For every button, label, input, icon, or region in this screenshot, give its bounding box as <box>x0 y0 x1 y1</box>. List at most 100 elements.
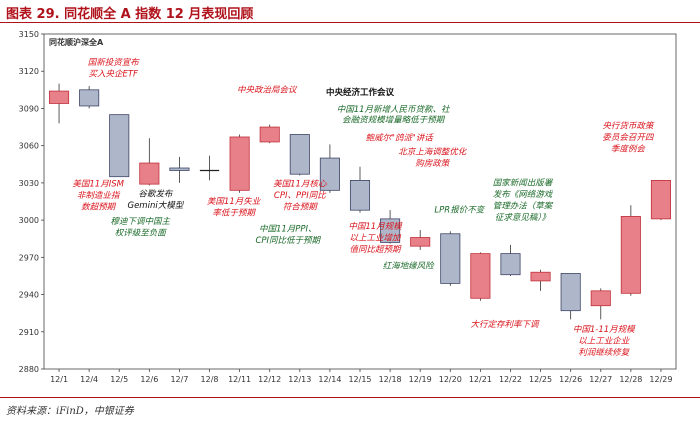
chart-annotation: 美国11月ISM 非制造业指数超预期 <box>72 179 124 213</box>
annotation-line: 非制造业指 <box>77 190 121 201</box>
series-label: 同花顺沪深全A <box>49 37 104 47</box>
annotation-line: 值同比超预期 <box>350 244 403 255</box>
annotation-line: 红海地缘风险 <box>383 261 436 272</box>
annotation-line: 鲍威尔"鸽派"讲话 <box>365 133 434 144</box>
annotation-line: 符合预期 <box>283 202 319 213</box>
annotation-line: 中国1-11月规模 <box>573 324 636 335</box>
annotation-line: 管理办法（草案 <box>493 200 554 211</box>
y-tick-label: 3120 <box>19 67 39 76</box>
candle-body <box>169 167 190 171</box>
chart-annotation: 红海地缘风险 <box>383 261 436 272</box>
annotation-line: 征求意见稿）》 <box>495 212 550 223</box>
annotation-line: 美国11月ISM <box>72 179 124 190</box>
x-tick-label: 12/1 <box>50 375 68 384</box>
chart-annotation: 北京上海调整优化购房政策 <box>398 146 468 169</box>
annotation-line: 央行货币政策 <box>602 120 655 131</box>
candle-body <box>380 218 401 243</box>
chart-annotation: 国新投资宣布买入央企ETF <box>88 57 141 80</box>
candle-body <box>139 162 160 185</box>
candle-body <box>620 215 641 294</box>
candle-body <box>289 134 310 175</box>
annotation-line: 中央政治局会议 <box>237 84 298 95</box>
x-tick-label: 12/7 <box>170 375 188 384</box>
annotation-line: 权评级至负面 <box>115 227 168 238</box>
y-tick-label: 2970 <box>19 253 39 262</box>
y-tick-label: 2940 <box>19 291 39 300</box>
x-tick-label: 12/20 <box>439 375 462 384</box>
x-tick-label: 12/22 <box>499 375 522 384</box>
y-tick-label: 3090 <box>19 104 39 113</box>
annotation-line: 委员会召开四 <box>602 132 655 143</box>
annotation-line: 北京上海调整优化 <box>398 146 468 157</box>
chart-annotation: 美国11月失业率低于预期 <box>207 196 262 219</box>
x-tick-label: 12/28 <box>619 375 642 384</box>
x-tick-label: 12/29 <box>649 375 672 384</box>
candle-body <box>560 273 581 312</box>
figure-title: 图表 29. 同花顺全 A 指数 12 月表现回顾 <box>6 7 254 22</box>
x-tick-label: 12/4 <box>80 375 98 384</box>
candle-body <box>500 253 521 276</box>
y-tick-label: 2910 <box>19 328 39 337</box>
annotation-line: 季度例会 <box>611 143 647 154</box>
candle-body <box>530 271 551 282</box>
annotation-line: 中国11月PPI、 <box>259 223 317 234</box>
x-tick-label: 12/18 <box>379 375 402 384</box>
x-tick-label: 12/13 <box>288 375 311 384</box>
x-tick-label: 12/19 <box>409 375 432 384</box>
candle-body <box>229 136 250 191</box>
annotation-line: LPR报价不变 <box>434 205 485 216</box>
x-tick-label: 12/27 <box>589 375 612 384</box>
chart-annotation: 中国11月新增人民币贷款、社会融资规模增量略低于预期 <box>337 104 451 126</box>
chart-annotation: 中国11月规模以上工业增加值同比超预期 <box>348 221 403 255</box>
annotation-line: 数超预期 <box>81 202 117 213</box>
annotation-line: 国新投资宣布 <box>88 57 141 68</box>
annotation-line: 利润继续修复 <box>578 347 631 358</box>
y-tick-label: 2880 <box>19 365 39 374</box>
chart-annotation: 谷歌发布 Gemini大模型 <box>127 189 184 212</box>
candle-body <box>349 180 371 211</box>
candle-body <box>49 90 70 104</box>
candle-body <box>109 114 130 178</box>
chart-annotation: 中国1-11月规模以上工业企业利润继续修复 <box>573 324 636 358</box>
chart-annotation: 中国11月PPI、 CPI同比低于预期 <box>255 223 321 246</box>
x-tick-label: 12/5 <box>110 375 128 384</box>
chart-annotation: 中央政治局会议 <box>237 84 298 95</box>
x-tick-label: 12/15 <box>348 375 371 384</box>
y-tick-label: 3060 <box>19 142 39 151</box>
annotation-line: 谷歌发布 <box>138 189 174 200</box>
source-divider <box>0 397 700 398</box>
candle-body <box>410 237 431 247</box>
candle-body <box>590 290 611 307</box>
chart-annotation: 大行定存利率下调 <box>470 319 540 330</box>
x-tick-label: 12/8 <box>201 375 219 384</box>
annotation-line: 中央经济工作会议 <box>326 87 395 98</box>
annotation-line: 买入央企ETF <box>88 69 138 80</box>
x-tick-label: 12/6 <box>140 375 158 384</box>
chart-annotation: 央行货币政策委员会召开四季度例会 <box>602 120 655 154</box>
chart-annotation: 穆迪下调中国主权评级至负面 <box>111 216 171 239</box>
y-tick-label: 3150 <box>19 30 39 39</box>
x-tick-label: 12/12 <box>258 375 281 384</box>
chart-annotation: LPR报价不变 <box>434 205 485 216</box>
annotation-line: 率低于预期 <box>212 207 256 218</box>
annotation-line: CPI同比低于预期 <box>255 235 321 246</box>
annotation-line: 穆迪下调中国主 <box>111 216 171 227</box>
annotation-line: 购房政策 <box>415 158 451 169</box>
y-tick-label: 3030 <box>19 179 39 188</box>
y-tick-label: 3000 <box>19 216 39 225</box>
title-bar <box>0 0 700 23</box>
x-tick-label: 12/25 <box>529 375 552 384</box>
annotation-line: 大行定存利率下调 <box>470 319 540 330</box>
annotation-line: 国家新闻出版署 <box>493 177 554 188</box>
candle-body <box>259 126 280 143</box>
candle-body <box>470 253 491 299</box>
chart-annotation: 鲍威尔"鸽派"讲话 <box>365 133 434 144</box>
chart-annotation: 美国11月核心 CPI、PPI同比符合预期 <box>273 179 327 213</box>
annotation-line: CPI、PPI同比 <box>274 190 327 201</box>
annotation-line: 以上工业企业 <box>578 335 631 346</box>
annotation-line: 美国11月核心 <box>273 179 327 190</box>
annotation-line: Gemini大模型 <box>127 200 184 211</box>
x-tick-label: 12/21 <box>469 375 492 384</box>
x-tick-label: 12/11 <box>228 375 251 384</box>
